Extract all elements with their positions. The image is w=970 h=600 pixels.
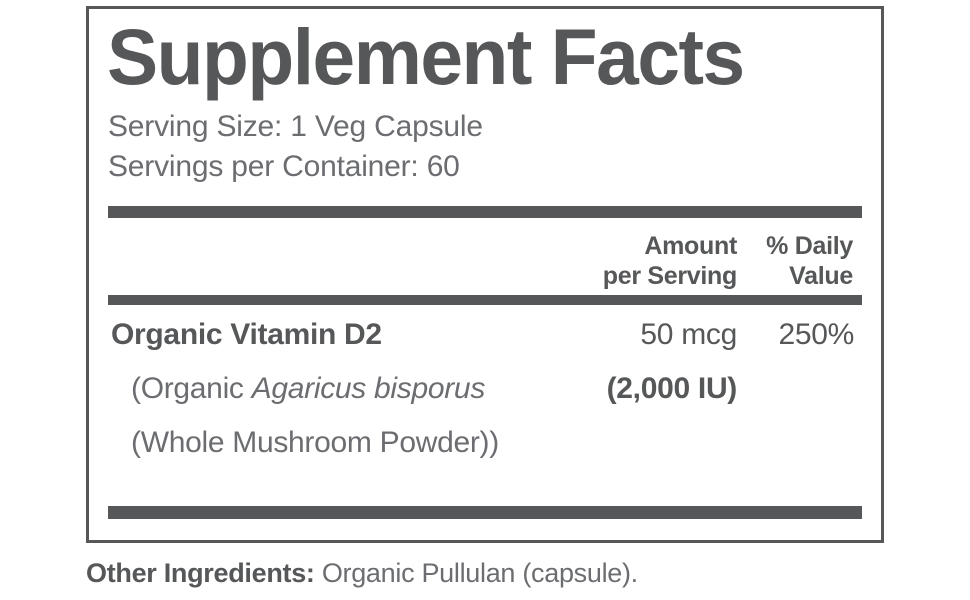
nutrient-table: Organic Vitamin D2 50 mcg 250% (Organic … bbox=[108, 313, 862, 475]
nutrient-daily-value: 250% bbox=[778, 318, 854, 351]
other-ingredients: Other Ingredients: Organic Pullulan (cap… bbox=[86, 556, 638, 590]
nutrient-source-line: (Organic Agaricus bisporus bbox=[131, 367, 485, 411]
supplement-facts-panel: Supplement Facts Serving Size: 1 Veg Cap… bbox=[86, 6, 884, 543]
other-ingredients-text: Organic Pullulan (capsule). bbox=[314, 558, 638, 588]
column-header-amount-per-serving: Amount per Serving bbox=[602, 232, 738, 290]
table-row: Organic Vitamin D2 50 mcg 250% bbox=[108, 313, 862, 367]
divider-bar-middle bbox=[108, 295, 862, 305]
table-row: (Whole Mushroom Powder)) bbox=[108, 421, 862, 475]
divider-bar-top bbox=[108, 206, 862, 218]
other-ingredients-label: Other Ingredients: bbox=[86, 558, 315, 588]
servings-per-container: Servings per Container: 60 bbox=[108, 150, 460, 183]
column-header-daily-value: % Daily Value bbox=[766, 232, 853, 290]
column-headers: Amount per Serving % Daily Value bbox=[108, 231, 862, 291]
serving-size: Serving Size: 1 Veg Capsule bbox=[108, 110, 483, 143]
nutrient-amount: 50 mcg bbox=[640, 318, 737, 351]
nutrient-name: Organic Vitamin D2 bbox=[111, 318, 382, 351]
nutrient-amount-iu: (2,000 IU) bbox=[606, 372, 738, 405]
divider-bar-bottom bbox=[108, 506, 862, 519]
nutrient-source-prefix: (Organic bbox=[131, 372, 252, 405]
nutrient-source-form: (Whole Mushroom Powder)) bbox=[131, 426, 499, 459]
table-row: (Organic Agaricus bisporus (2,000 IU) bbox=[108, 367, 862, 421]
page-title: Supplement Facts bbox=[107, 12, 745, 101]
serving-info: Serving Size: 1 Veg Capsule Servings per… bbox=[108, 107, 483, 187]
nutrient-scientific-name: Agaricus bisporus bbox=[251, 372, 486, 405]
